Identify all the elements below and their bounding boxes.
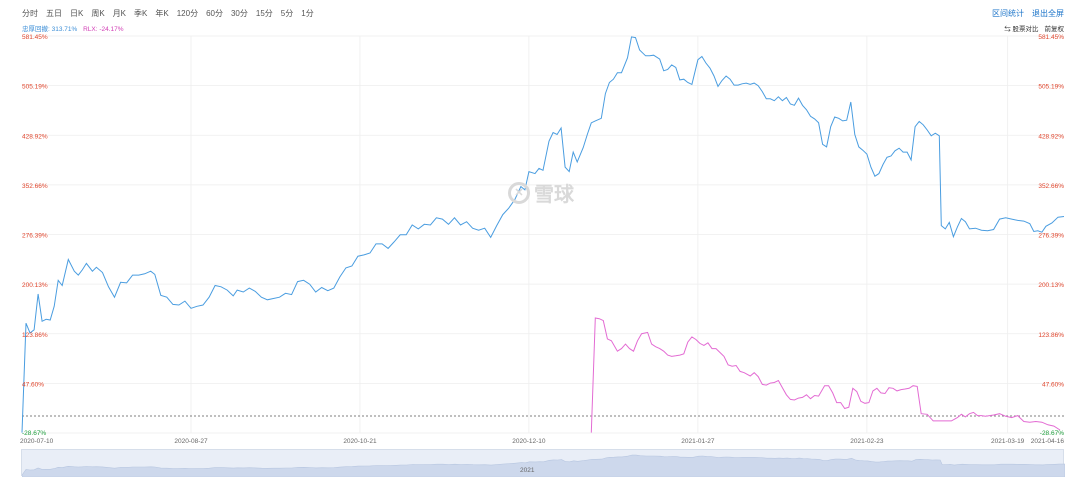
series-line-1 bbox=[21, 36, 1065, 433]
navigator-year-label: 2021 bbox=[520, 467, 535, 474]
exit-fullscreen-link[interactable]: 退出全屏 bbox=[1032, 9, 1064, 18]
y-tick-label-left: 200.13% bbox=[22, 282, 48, 289]
period-tab-5[interactable]: 季K bbox=[134, 9, 148, 18]
x-tick-label: 2021-04-16 bbox=[1031, 438, 1065, 445]
x-tick-label: 2020-12-10 bbox=[512, 438, 546, 445]
xueqiu-watermark: ✕ 雪球 bbox=[508, 178, 574, 207]
period-tab-6[interactable]: 年K bbox=[155, 9, 169, 18]
x-tick-label: 2020-10-21 bbox=[343, 438, 377, 445]
y-tick-label-right: 47.60% bbox=[1042, 381, 1064, 388]
y-tick-label-left: 352.66% bbox=[22, 183, 48, 190]
x-tick-label: 2020-08-27 bbox=[174, 438, 208, 445]
y-tick-label-left: 428.92% bbox=[22, 133, 48, 140]
adjust-mode-button[interactable]: 前复权 bbox=[1044, 26, 1065, 33]
x-tick-label: 2021-03-19 bbox=[991, 438, 1025, 445]
y-tick-label-right: 428.92% bbox=[1038, 133, 1064, 140]
y-tick-label-right: 581.45% bbox=[1038, 34, 1064, 41]
chart-grid bbox=[22, 35, 1064, 434]
period-tab-10[interactable]: 15分 bbox=[255, 9, 273, 18]
period-tab-2[interactable]: 日K bbox=[70, 9, 84, 18]
chart-options: ⇆ 股票对比 前复权 bbox=[1004, 23, 1064, 33]
legend-series-1: 忠厚回撤: 313.71% bbox=[22, 26, 78, 33]
y-tick-label-right: -28.67% bbox=[1040, 430, 1064, 437]
y-tick-label-right: 352.66% bbox=[1038, 183, 1064, 190]
y-tick-label-right: 276.39% bbox=[1038, 233, 1064, 240]
period-tabs: 分时 五日 日K 周K 月K 季K 年K 120分 60分 30分 15分 5分 1分 bbox=[18, 6, 318, 22]
x-tick-label: 2021-01-27 bbox=[681, 438, 715, 445]
period-tab-12[interactable]: 1分 bbox=[301, 9, 314, 18]
period-tab-7[interactable]: 120分 bbox=[176, 9, 199, 18]
stock-compare-button[interactable]: ⇆ 股票对比 bbox=[1004, 23, 1038, 33]
period-tab-0[interactable]: 分时 bbox=[22, 9, 38, 18]
y-tick-label-right: 123.86% bbox=[1038, 332, 1064, 339]
legend-series-2: RLX: -24.17% bbox=[83, 26, 124, 33]
period-tab-3[interactable]: 周K bbox=[91, 9, 105, 18]
period-tab-1[interactable]: 五日 bbox=[46, 9, 62, 18]
y-tick-label-right: 505.19% bbox=[1038, 84, 1064, 91]
y-tick-label-left: 276.39% bbox=[22, 233, 48, 240]
period-tab-9[interactable]: 30分 bbox=[230, 9, 248, 18]
y-tick-label-right: 200.13% bbox=[1038, 282, 1064, 289]
y-tick-label-left: 47.60% bbox=[22, 381, 44, 388]
xueqiu-logo-icon: ✕ bbox=[508, 181, 530, 204]
top-right-links: 区间统计 退出全屏 bbox=[992, 8, 1064, 19]
range-stats-link[interactable]: 区间统计 bbox=[992, 9, 1024, 18]
y-tick-label-left: 581.45% bbox=[22, 34, 48, 41]
navigator-preview bbox=[21, 454, 1066, 478]
chart-legend: 忠厚回撤: 313.71% RLX: -24.17% bbox=[22, 23, 124, 33]
navigator-area bbox=[21, 454, 1066, 478]
x-tick-label: 2021-02-23 bbox=[850, 438, 884, 445]
y-axis-labels: 581.45% 581.45% 505.19% 505.19% 428.92% 428.9… bbox=[22, 34, 1064, 437]
x-tick-label: 2020-07-10 bbox=[20, 438, 54, 445]
swap-icon: ⇆ bbox=[1004, 26, 1011, 33]
chart-series bbox=[21, 36, 1065, 433]
period-tab-4[interactable]: 月K bbox=[112, 9, 127, 18]
period-tab-11[interactable]: 5分 bbox=[280, 9, 294, 18]
period-tab-8[interactable]: 60分 bbox=[206, 9, 223, 18]
y-tick-label-left: -28.67% bbox=[22, 430, 46, 437]
x-axis-labels: 2020-07-10 2020-08-27 2020-10-21 2020-12-10… bbox=[20, 438, 1064, 445]
stock-compare-label: 股票对比 bbox=[1012, 26, 1039, 33]
y-tick-label-left: 123.86% bbox=[22, 332, 48, 339]
y-tick-label-left: 505.19% bbox=[22, 84, 48, 91]
range-navigator[interactable] bbox=[21, 449, 1066, 478]
series-line-2 bbox=[590, 317, 1061, 433]
watermark-text: 雪球 bbox=[534, 184, 574, 206]
